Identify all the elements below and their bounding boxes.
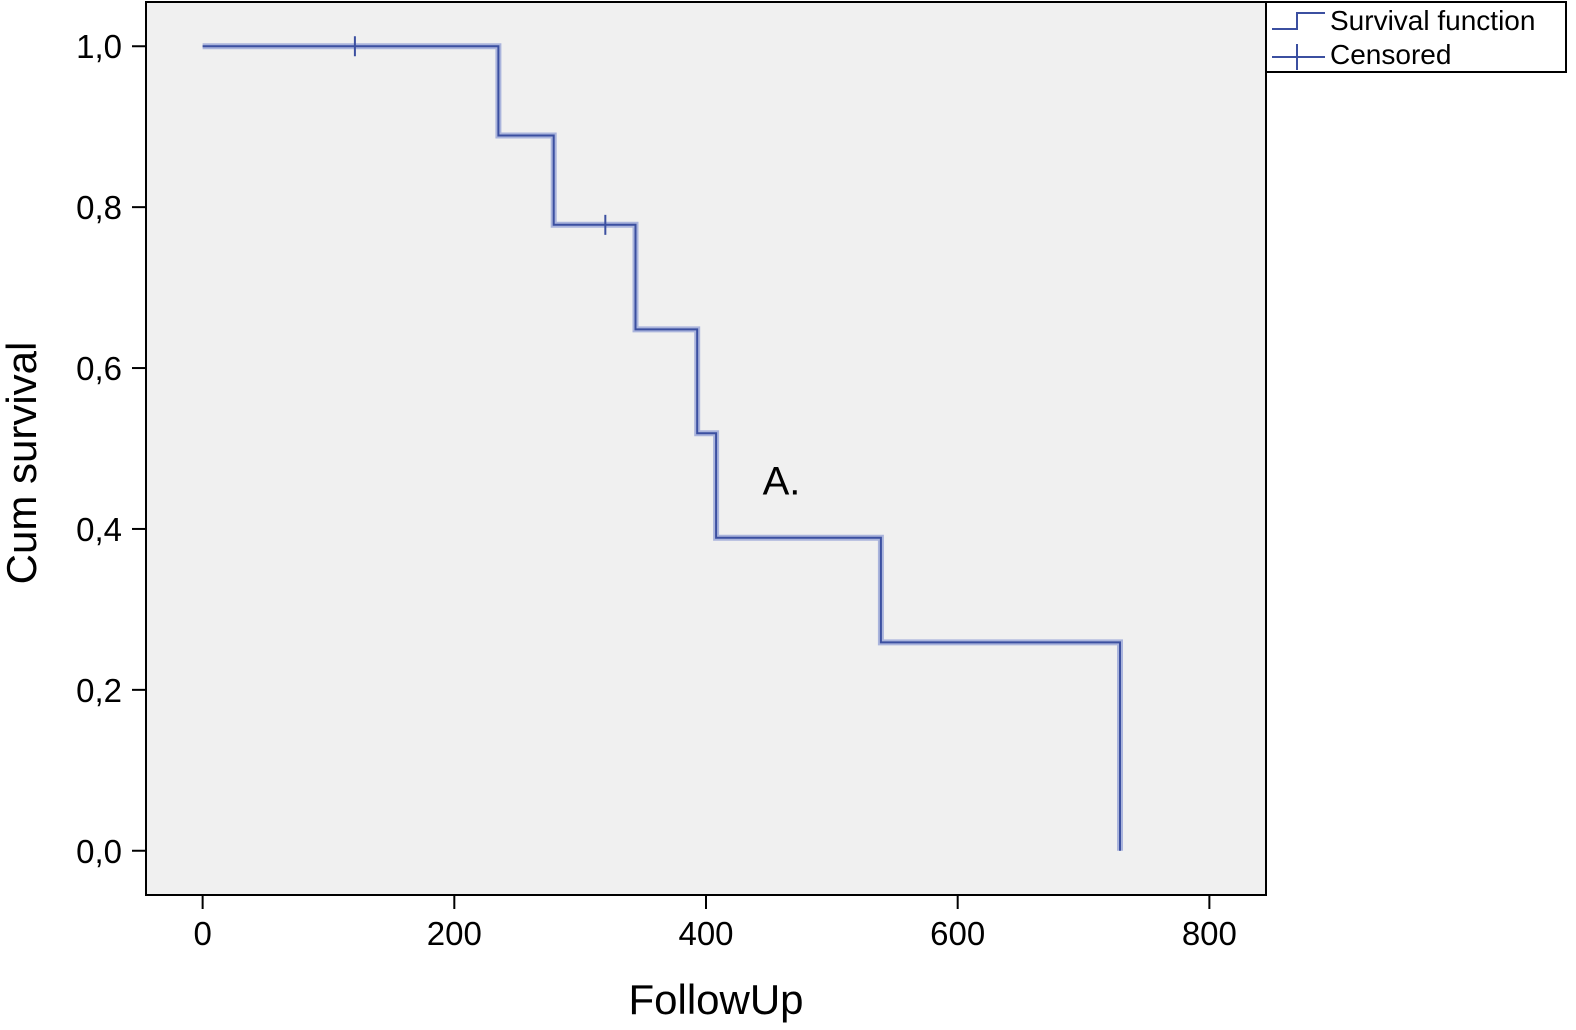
y-tick-label: 0,8 [76, 189, 122, 226]
x-tick-label: 400 [678, 915, 733, 952]
tick-labels: 0,0 0,2 0,4 0,6 0,8 1,0 0 200 400 600 800 [76, 28, 1237, 952]
survival-line [202, 45, 1121, 851]
y-tick-label: 0,4 [76, 511, 122, 548]
x-axis-title: FollowUp [628, 976, 803, 1023]
legend-label-survival: Survival function [1330, 5, 1535, 36]
x-tick-label: 600 [930, 915, 985, 952]
legend: Survival function Censored [1265, 1, 1567, 73]
y-tick-label: 0,2 [76, 672, 122, 709]
plot-background [145, 1, 1267, 896]
legend-label-censored: Censored [1330, 39, 1451, 70]
axis-ticks [132, 45, 1211, 909]
x-tick-label: 800 [1182, 915, 1237, 952]
y-tick-label: 0,6 [76, 350, 122, 387]
y-tick-label: 1,0 [76, 28, 122, 65]
survival-line-group [202, 43, 1123, 851]
censored-markers [353, 36, 607, 235]
x-tick-label: 200 [427, 915, 482, 952]
x-tick-label: 0 [193, 915, 211, 952]
legend-step-icon [1272, 12, 1325, 30]
y-axis-title: Cum survival [0, 342, 45, 585]
annotation-label: A. [763, 460, 801, 504]
y-tick-label: 0,0 [76, 833, 122, 870]
